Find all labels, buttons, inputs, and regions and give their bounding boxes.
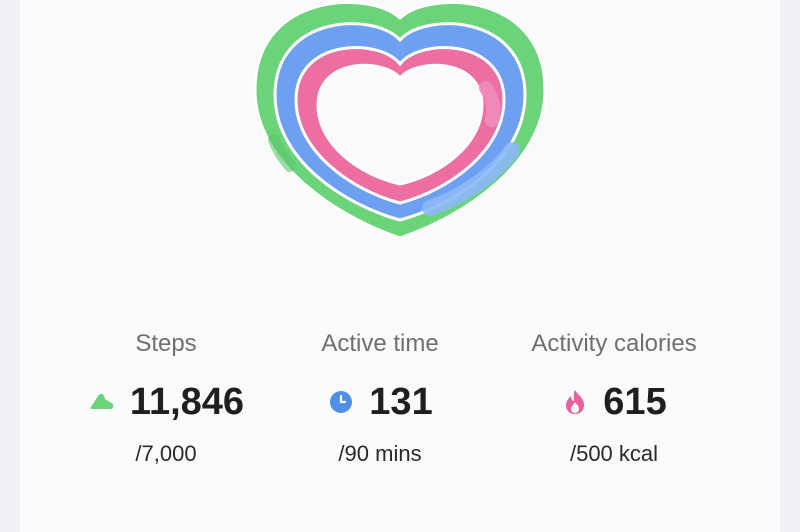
flame-icon xyxy=(561,388,589,416)
active-time-label: Active time xyxy=(321,330,439,357)
active-time-goal: /90 mins xyxy=(338,441,422,466)
steps-label: Steps xyxy=(135,330,197,357)
active-time-stat[interactable]: Active time 131 /90 mins xyxy=(260,328,500,468)
steps-value: 11,846 xyxy=(129,381,245,423)
steps-stat[interactable]: Steps 11,846 /7,000 xyxy=(46,328,286,468)
calories-label: Activity calories xyxy=(531,330,697,357)
activity-rings-heart[interactable] xyxy=(0,0,800,260)
shoe-icon xyxy=(88,388,116,416)
calories-goal: /500 kcal xyxy=(569,441,659,466)
clock-icon xyxy=(327,388,355,416)
ring-center xyxy=(316,63,484,186)
active-time-value: 131 xyxy=(369,381,433,423)
calories-stat[interactable]: Activity calories 615 /500 kcal xyxy=(494,328,734,468)
calories-value: 615 xyxy=(603,381,667,423)
steps-goal: /7,000 xyxy=(135,441,197,466)
